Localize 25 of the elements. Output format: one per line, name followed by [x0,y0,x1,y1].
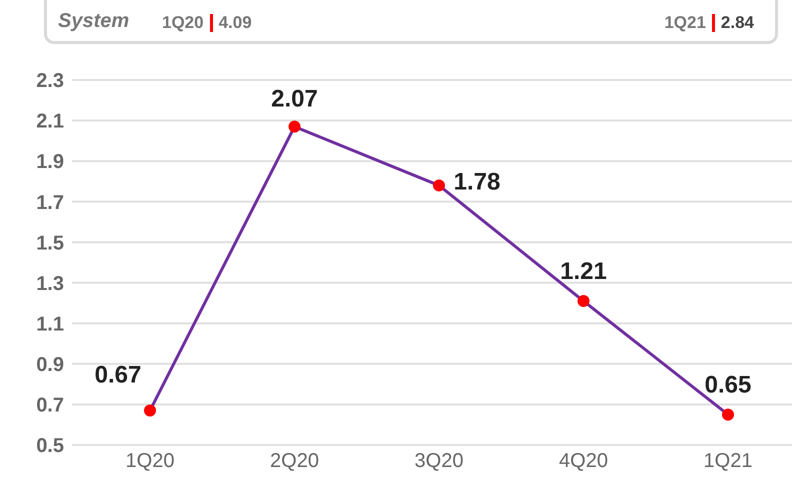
text: 2.84 [720,13,754,33]
text: System [58,10,130,33]
x-tick-label: 3Q20 [414,450,464,472]
text: 1Q21 [664,13,706,33]
y-tick-label: 1.1 [36,313,64,336]
y-tick-label: 0.9 [36,354,64,376]
x-tick-label: 4Q20 [559,450,608,472]
y-tick-label: 2.1 [36,110,64,133]
y-tick-label: 0.7 [36,394,64,417]
y-tick-label: 2.3 [36,70,64,92]
data-label: 1.78 [454,168,500,196]
y-tick-label: 1.3 [36,272,64,295]
x-tick-label: 2Q20 [270,450,319,472]
x-tick-label: 1Q20 [126,450,174,472]
text: 1Q20 [162,13,204,33]
data-label: 2.07 [271,86,318,113]
data-label: 1.21 [560,258,607,286]
data-label: 0.67 [94,362,142,389]
y-tick-label: 0.5 [36,435,64,458]
y-tick-label: 1.5 [36,232,64,254]
y-tick-label: 1.9 [36,151,64,174]
x-tick-label: 1Q21 [704,450,752,472]
data-label: 0.65 [704,372,752,399]
y-tick-label: 1.7 [36,192,64,214]
text: 4.09 [218,13,252,33]
